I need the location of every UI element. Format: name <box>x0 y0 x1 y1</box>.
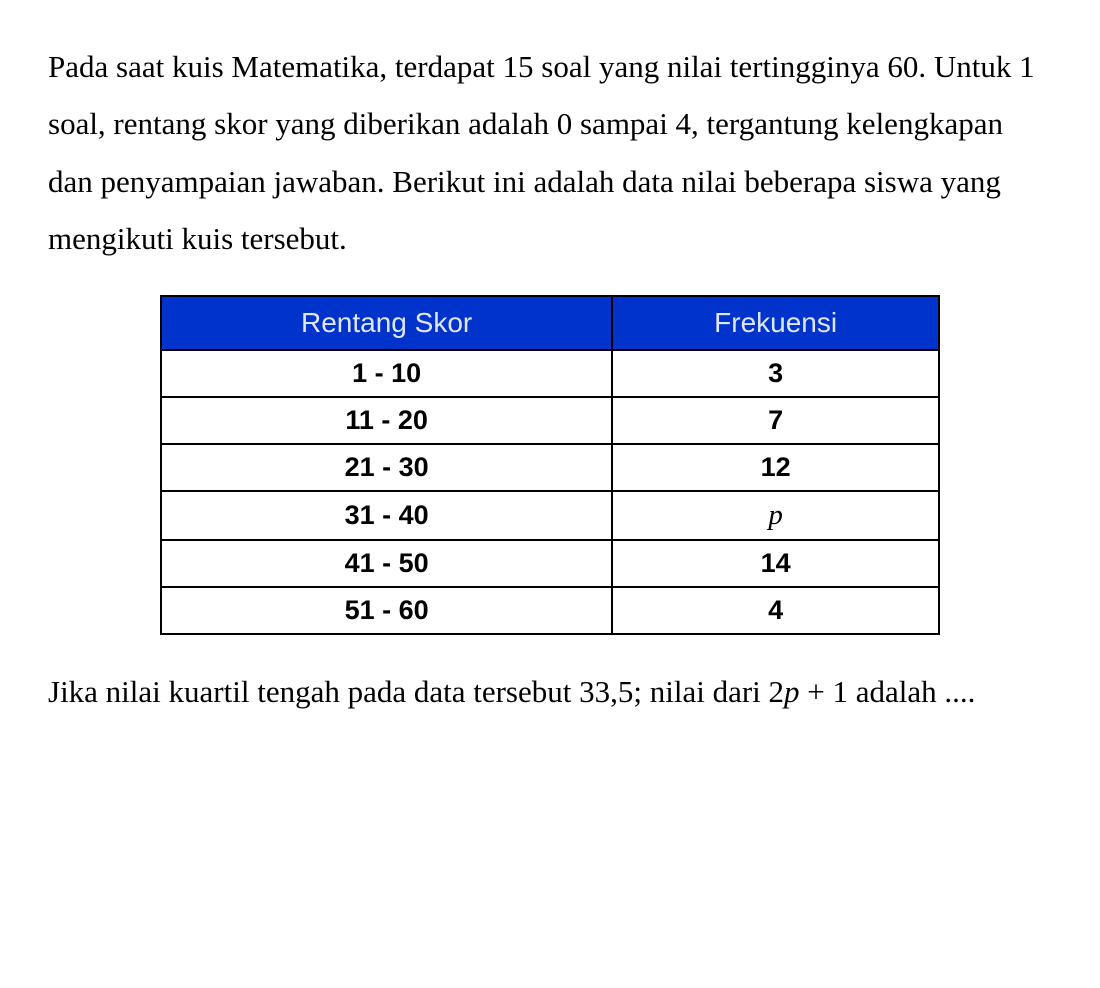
table-row: 21 - 30 12 <box>161 444 939 491</box>
table-row: 1 - 10 3 <box>161 350 939 397</box>
expr-variable-p: p <box>784 674 800 709</box>
table-row: 11 - 20 7 <box>161 397 939 444</box>
table-row: 51 - 60 4 <box>161 587 939 634</box>
page-container: Pada saat kuis Matematika, terdapat 15 s… <box>0 0 1100 759</box>
cell-range: 11 - 20 <box>161 397 612 444</box>
cell-range: 1 - 10 <box>161 350 612 397</box>
cell-freq: 12 <box>612 444 939 491</box>
cell-range: 51 - 60 <box>161 587 612 634</box>
question-paragraph: Jika nilai kuartil tengah pada data ters… <box>48 663 1052 720</box>
cell-freq: 4 <box>612 587 939 634</box>
table-row: 41 - 50 14 <box>161 540 939 587</box>
cell-freq: p <box>612 491 939 540</box>
cell-range: 31 - 40 <box>161 491 612 540</box>
cell-freq: 7 <box>612 397 939 444</box>
cell-range: 41 - 50 <box>161 540 612 587</box>
table-header-row: Rentang Skor Frekuensi <box>161 296 939 350</box>
col-header-frekuensi: Frekuensi <box>612 296 939 350</box>
variable-p: p <box>768 499 783 531</box>
problem-paragraph: Pada saat kuis Matematika, terdapat 15 s… <box>48 38 1052 267</box>
score-frequency-table: Rentang Skor Frekuensi 1 - 10 3 11 - 20 … <box>160 295 940 635</box>
table-wrapper: Rentang Skor Frekuensi 1 - 10 3 11 - 20 … <box>48 295 1052 635</box>
cell-freq: 3 <box>612 350 939 397</box>
question-prefix: Jika nilai kuartil tengah pada data ters… <box>48 674 769 709</box>
question-suffix: adalah .... <box>848 674 975 709</box>
table-row: 31 - 40 p <box>161 491 939 540</box>
cell-freq: 14 <box>612 540 939 587</box>
col-header-rentang-skor: Rentang Skor <box>161 296 612 350</box>
cell-range: 21 - 30 <box>161 444 612 491</box>
expr-coeff: 2 <box>769 674 785 709</box>
expr-plus-one: + 1 <box>800 674 848 709</box>
